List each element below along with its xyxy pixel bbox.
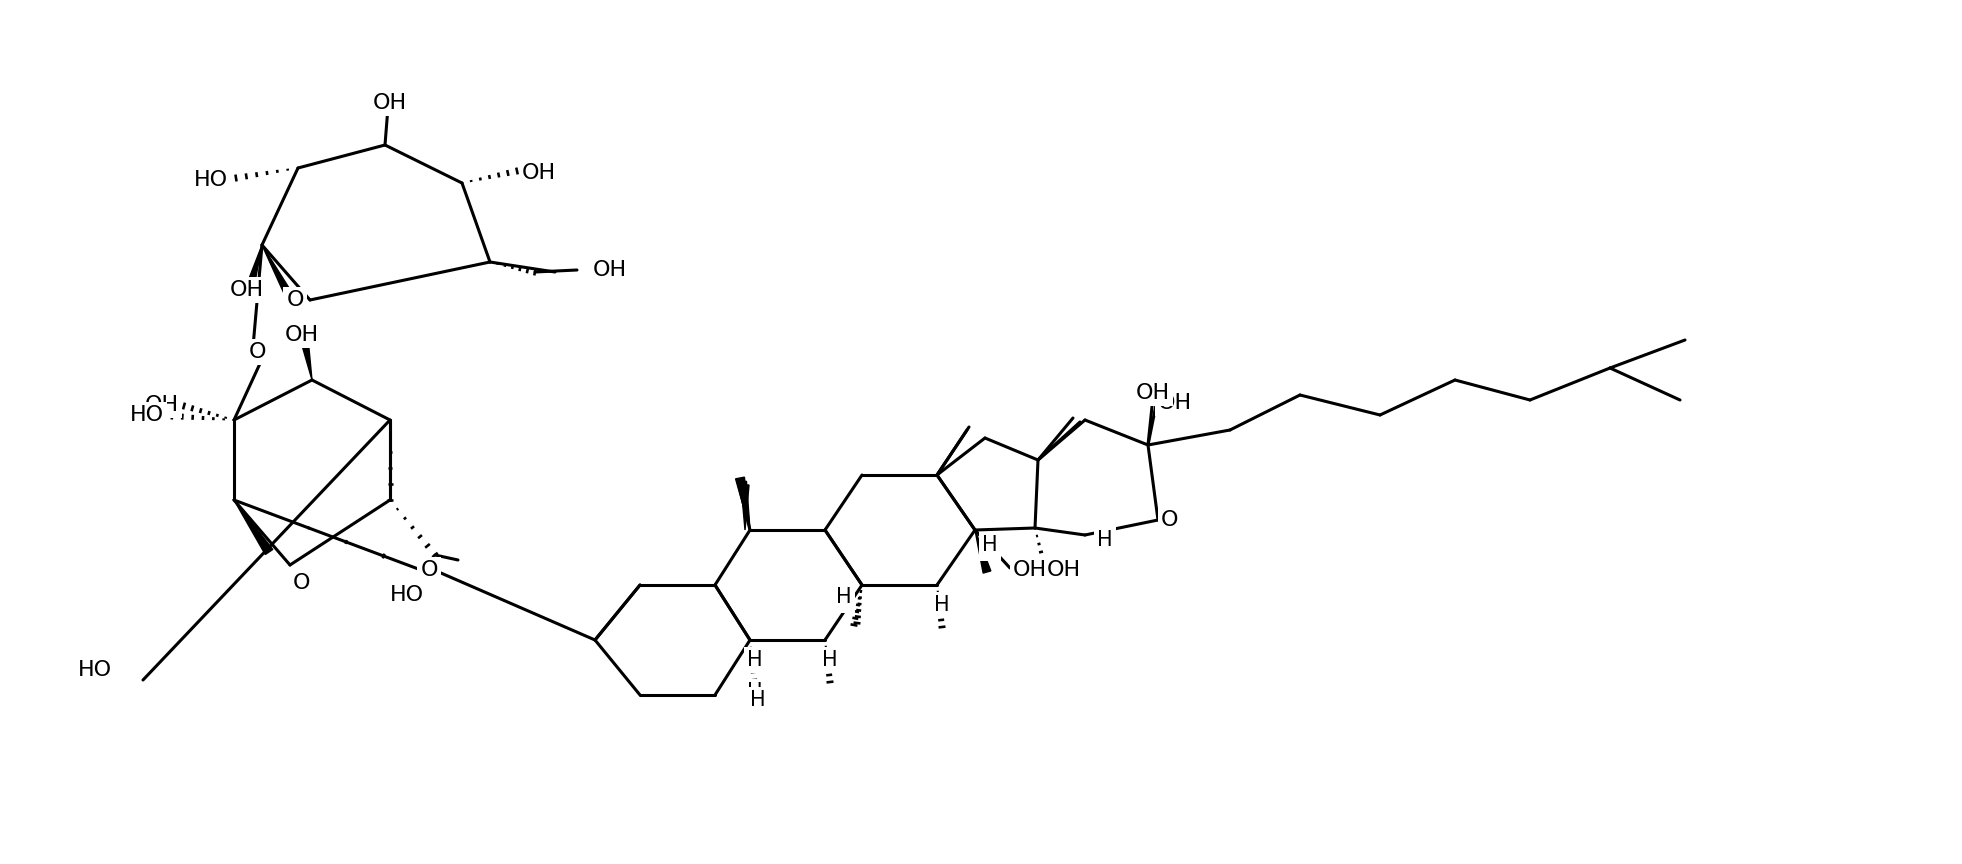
Text: H: H (748, 650, 763, 670)
Polygon shape (738, 481, 749, 530)
Text: O: O (292, 573, 310, 593)
Polygon shape (975, 530, 991, 573)
Polygon shape (263, 245, 294, 299)
Text: H: H (983, 538, 999, 558)
Text: OH: OH (230, 280, 265, 300)
Text: O: O (420, 560, 438, 580)
Polygon shape (245, 245, 263, 288)
Text: O: O (249, 342, 267, 362)
Text: OH: OH (522, 163, 555, 183)
Text: OH: OH (1136, 383, 1169, 403)
Text: H: H (749, 690, 765, 710)
Text: HO: HO (194, 170, 228, 190)
Text: O: O (249, 342, 267, 362)
Text: HO: HO (129, 405, 165, 425)
Text: OH: OH (1158, 393, 1193, 413)
Polygon shape (736, 477, 749, 530)
Text: OH: OH (373, 93, 406, 113)
Text: H: H (983, 535, 999, 555)
Text: H: H (836, 587, 852, 607)
Text: H: H (748, 682, 763, 702)
Text: OH: OH (284, 325, 320, 345)
Text: H: H (934, 595, 950, 615)
Text: HO: HO (78, 660, 112, 680)
Text: OH: OH (593, 260, 628, 280)
Text: OH: OH (1012, 560, 1048, 580)
Text: H: H (836, 590, 852, 610)
Text: O: O (286, 290, 304, 310)
Polygon shape (742, 485, 749, 530)
Text: O: O (1162, 510, 1179, 530)
Text: H: H (822, 650, 838, 670)
Text: OH: OH (1048, 560, 1081, 580)
Text: HO: HO (390, 585, 424, 605)
Text: H: H (1097, 530, 1112, 550)
Polygon shape (233, 500, 273, 555)
Text: OH: OH (145, 395, 179, 415)
Polygon shape (300, 337, 312, 380)
